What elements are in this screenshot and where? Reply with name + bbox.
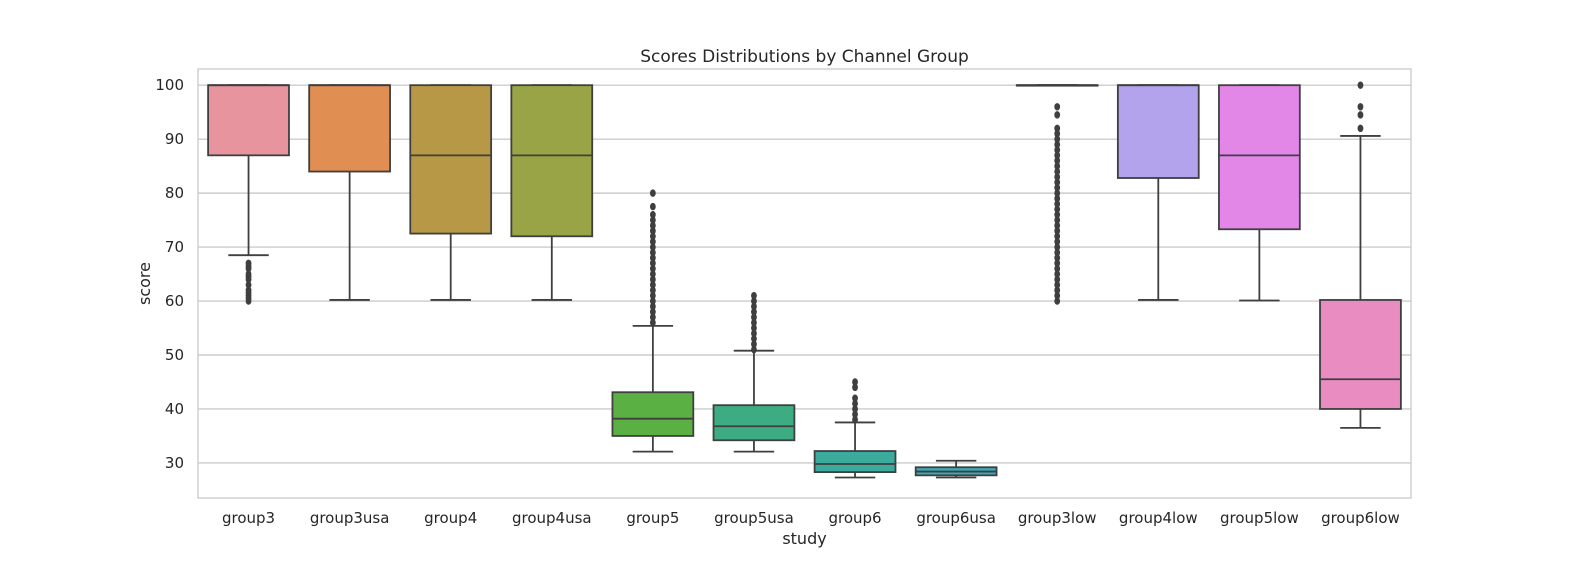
box-group-group3low: group3low: [1015, 84, 1099, 527]
box-group-group3: group3: [207, 84, 290, 527]
box: [1319, 299, 1402, 410]
y-tick-label: 90: [165, 130, 184, 148]
box: [308, 84, 391, 173]
x-tick-label: group6: [828, 509, 881, 527]
box-group-group3usa: group3usa: [308, 84, 391, 527]
outlier-point: [852, 394, 858, 402]
box: [712, 404, 796, 442]
box-group-group6low: group6low: [1319, 81, 1402, 527]
outlier-point: [649, 210, 656, 219]
outlier-point: [751, 291, 757, 300]
box: [1218, 84, 1301, 231]
box: [207, 84, 290, 157]
y-tick-label: 40: [165, 400, 184, 418]
x-tick-label: group4low: [1119, 509, 1198, 527]
y-tick-label: 80: [165, 184, 184, 202]
box: [1116, 84, 1200, 179]
box: [813, 450, 897, 473]
y-tick-label: 30: [165, 454, 184, 472]
box-group-group4: group4: [409, 84, 493, 527]
y-axis-label: score: [135, 262, 154, 305]
box-group-group5usa: group5usa: [712, 291, 796, 527]
y-tick-label: 60: [165, 292, 184, 310]
x-tick-label: group5: [626, 509, 679, 527]
outlier-point: [1357, 103, 1364, 111]
x-tick-label: group5usa: [714, 509, 794, 527]
outlier-point: [852, 378, 858, 386]
box-group-group4low: group4low: [1116, 84, 1200, 527]
y-tick-label: 70: [165, 238, 184, 256]
y-axis-ticks: 30 40 50 60 70 80 90 100: [155, 76, 184, 472]
box-group-group6usa: group6usa: [914, 459, 998, 527]
box-group-group6: group6: [813, 378, 897, 527]
box-group-group4usa: group4usa: [510, 84, 594, 527]
outlier-point: [1357, 124, 1364, 133]
x-axis-label: study: [782, 529, 826, 548]
box-group-group5: group5: [611, 189, 695, 527]
outlier-point: [245, 259, 252, 267]
outlier-point: [649, 189, 656, 197]
outlier-point: [1054, 111, 1061, 119]
outlier-point: [649, 202, 656, 211]
x-tick-label: group3: [222, 509, 275, 527]
box-group-group5low: group5low: [1218, 84, 1301, 527]
y-tick-label: 50: [165, 346, 184, 364]
x-tick-label: group4usa: [512, 509, 592, 527]
box: [510, 84, 594, 238]
grid-lines: [198, 84, 1411, 464]
box: [409, 84, 493, 235]
x-tick-label: group6usa: [916, 509, 996, 527]
outlier-point: [1357, 81, 1364, 89]
box: [611, 391, 695, 437]
y-tick-label: 100: [155, 76, 184, 94]
x-tick-label: group4: [424, 509, 477, 527]
chart-title: Scores Distributions by Channel Group: [640, 47, 969, 67]
x-tick-label: group6low: [1321, 509, 1400, 527]
x-tick-label: group3usa: [310, 509, 390, 527]
outlier-point: [1054, 103, 1061, 111]
outlier-point: [1054, 124, 1061, 133]
x-tick-label: group3low: [1018, 509, 1097, 527]
x-tick-label: group5low: [1220, 509, 1299, 527]
outlier-point: [1357, 111, 1364, 119]
plot-frame: [197, 68, 1412, 499]
